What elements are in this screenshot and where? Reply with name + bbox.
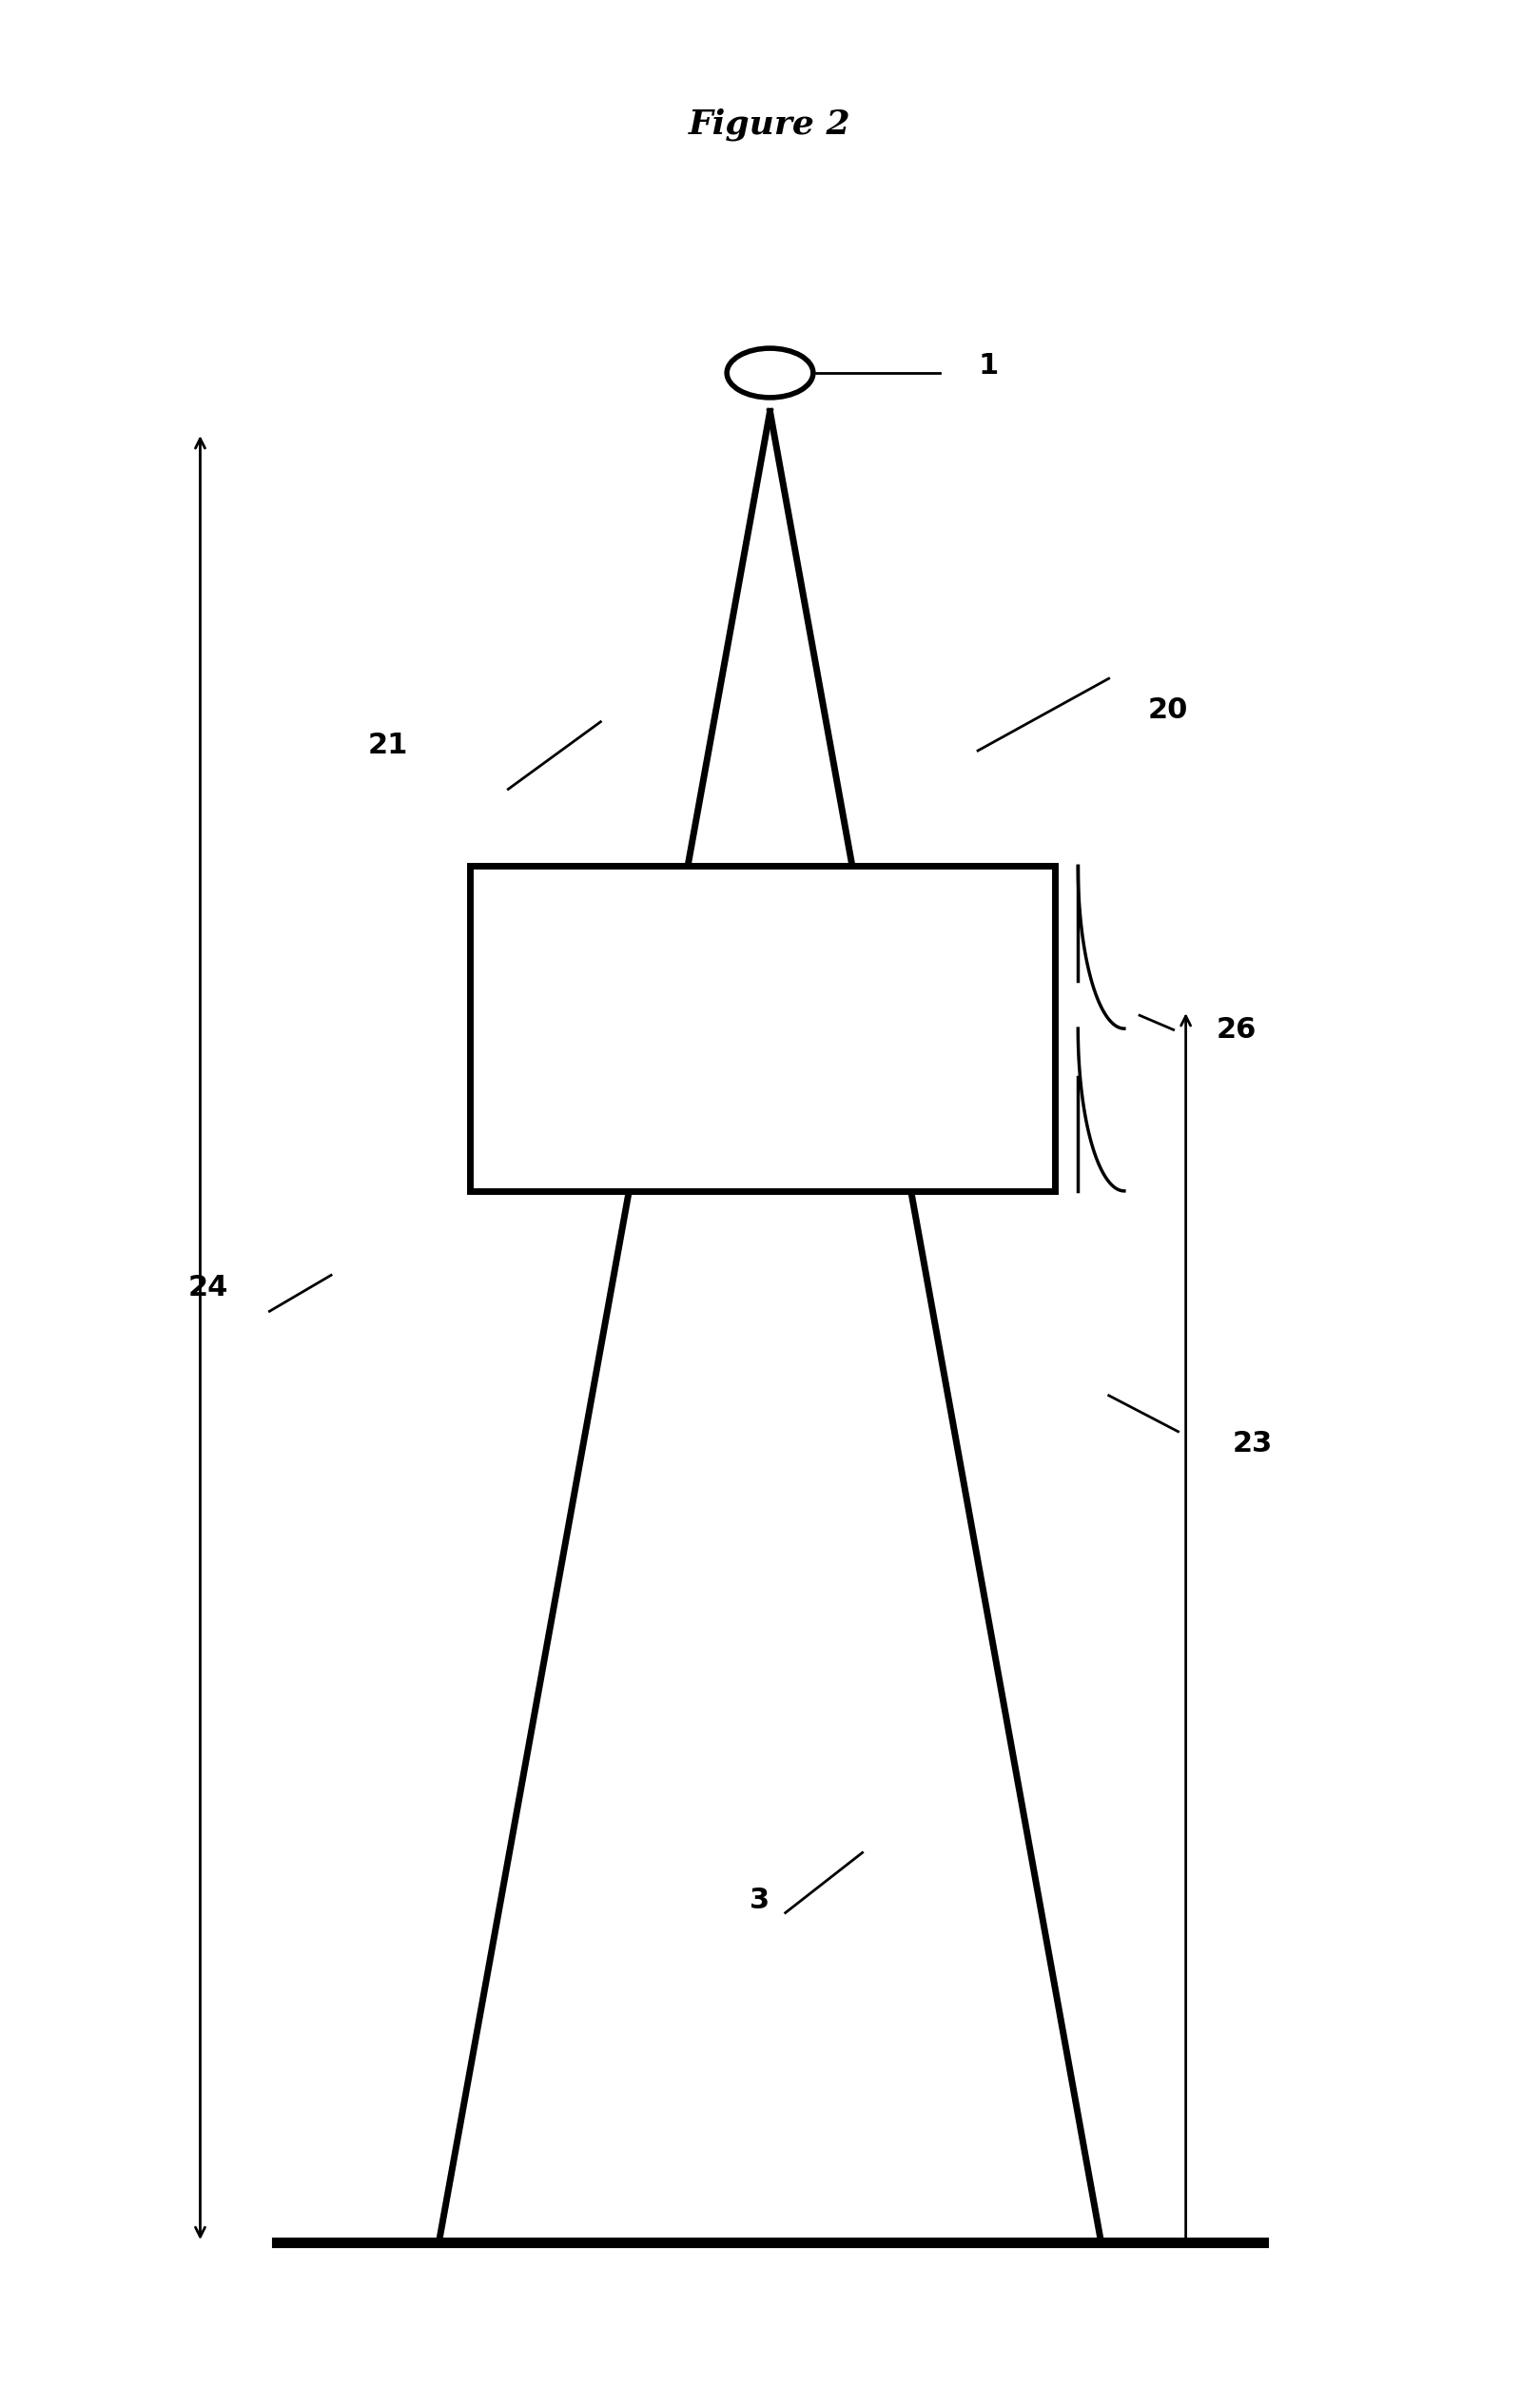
Text: 1: 1 [978, 351, 998, 380]
Text: 23: 23 [1232, 1429, 1272, 1458]
Text: 20: 20 [1147, 695, 1187, 724]
Text: 24: 24 [188, 1273, 228, 1302]
Text: 26: 26 [1217, 1015, 1257, 1044]
Bar [470, 866, 1055, 1191]
Text: 21: 21 [368, 731, 408, 760]
Text: 3: 3 [750, 1886, 770, 1915]
Text: Figure 2: Figure 2 [688, 108, 852, 142]
